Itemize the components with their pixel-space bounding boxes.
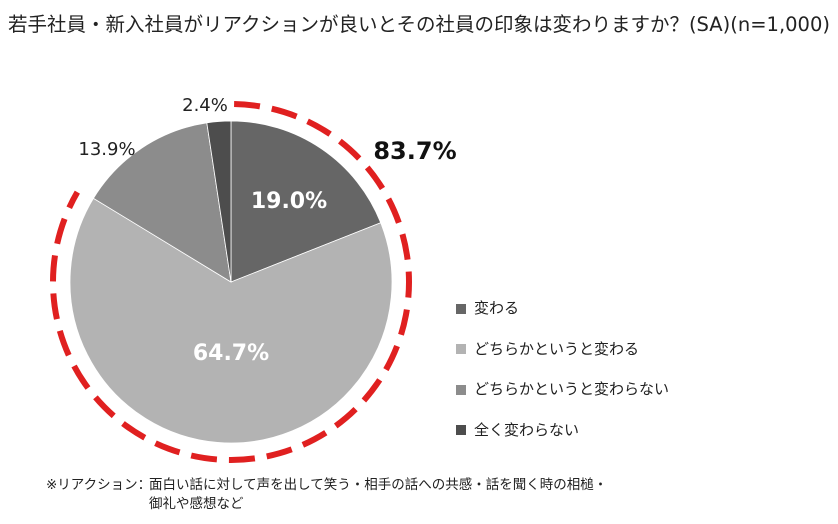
highlight-total-label: 83.7% <box>373 137 456 165</box>
footnote-line-2: 御礼や感想など <box>149 496 244 512</box>
legend-swatch <box>456 303 466 314</box>
legend-swatch <box>456 384 466 395</box>
legend-label: 変わる <box>474 299 520 317</box>
data-label: 13.9% <box>78 139 135 160</box>
data-label: 19.0% <box>251 189 327 214</box>
slice-dochirakatoiuto-kawaranai <box>92 122 232 283</box>
legend-item-kawaru: 変わる <box>456 298 669 319</box>
slice-mattaku-kawaranai <box>206 120 232 283</box>
legend: 変わる どちらかというと変わる どちらかというと変わらない 全く変わらない <box>456 298 669 460</box>
slice-kawaru <box>230 120 382 283</box>
data-label: 2.4% <box>182 95 228 116</box>
legend-swatch <box>456 344 466 354</box>
legend-label: どちらかというと変わらない <box>474 380 670 398</box>
slice-dochirakatoiuto-kawaru <box>69 197 393 444</box>
legend-swatch <box>456 425 466 435</box>
legend-label: どちらかというと変わる <box>474 339 640 358</box>
footnote-label: ※リアクション： <box>46 477 152 493</box>
legend-item-mattaku-kawaranai: 全く変わらない <box>456 420 669 441</box>
highlight-ring <box>50 101 412 463</box>
chart-title: 若手社員・新入社員がリアクションが良いとその社員の印象は変わりますか？(SA)(… <box>8 13 830 36</box>
footnote-line-1: 面白い話に対して声を出して笑う・相手の話への共感・話を聞く時の相槌・ <box>149 477 608 493</box>
legend-item-dochirakatoiuto-kawaranai: どちらかというと変わらない <box>456 379 669 400</box>
data-label: 64.7% <box>193 341 269 366</box>
legend-label: 全く変わらない <box>474 420 580 439</box>
legend-item-dochirakatoiuto-kawaru: どちらかというと変わる <box>456 339 669 360</box>
